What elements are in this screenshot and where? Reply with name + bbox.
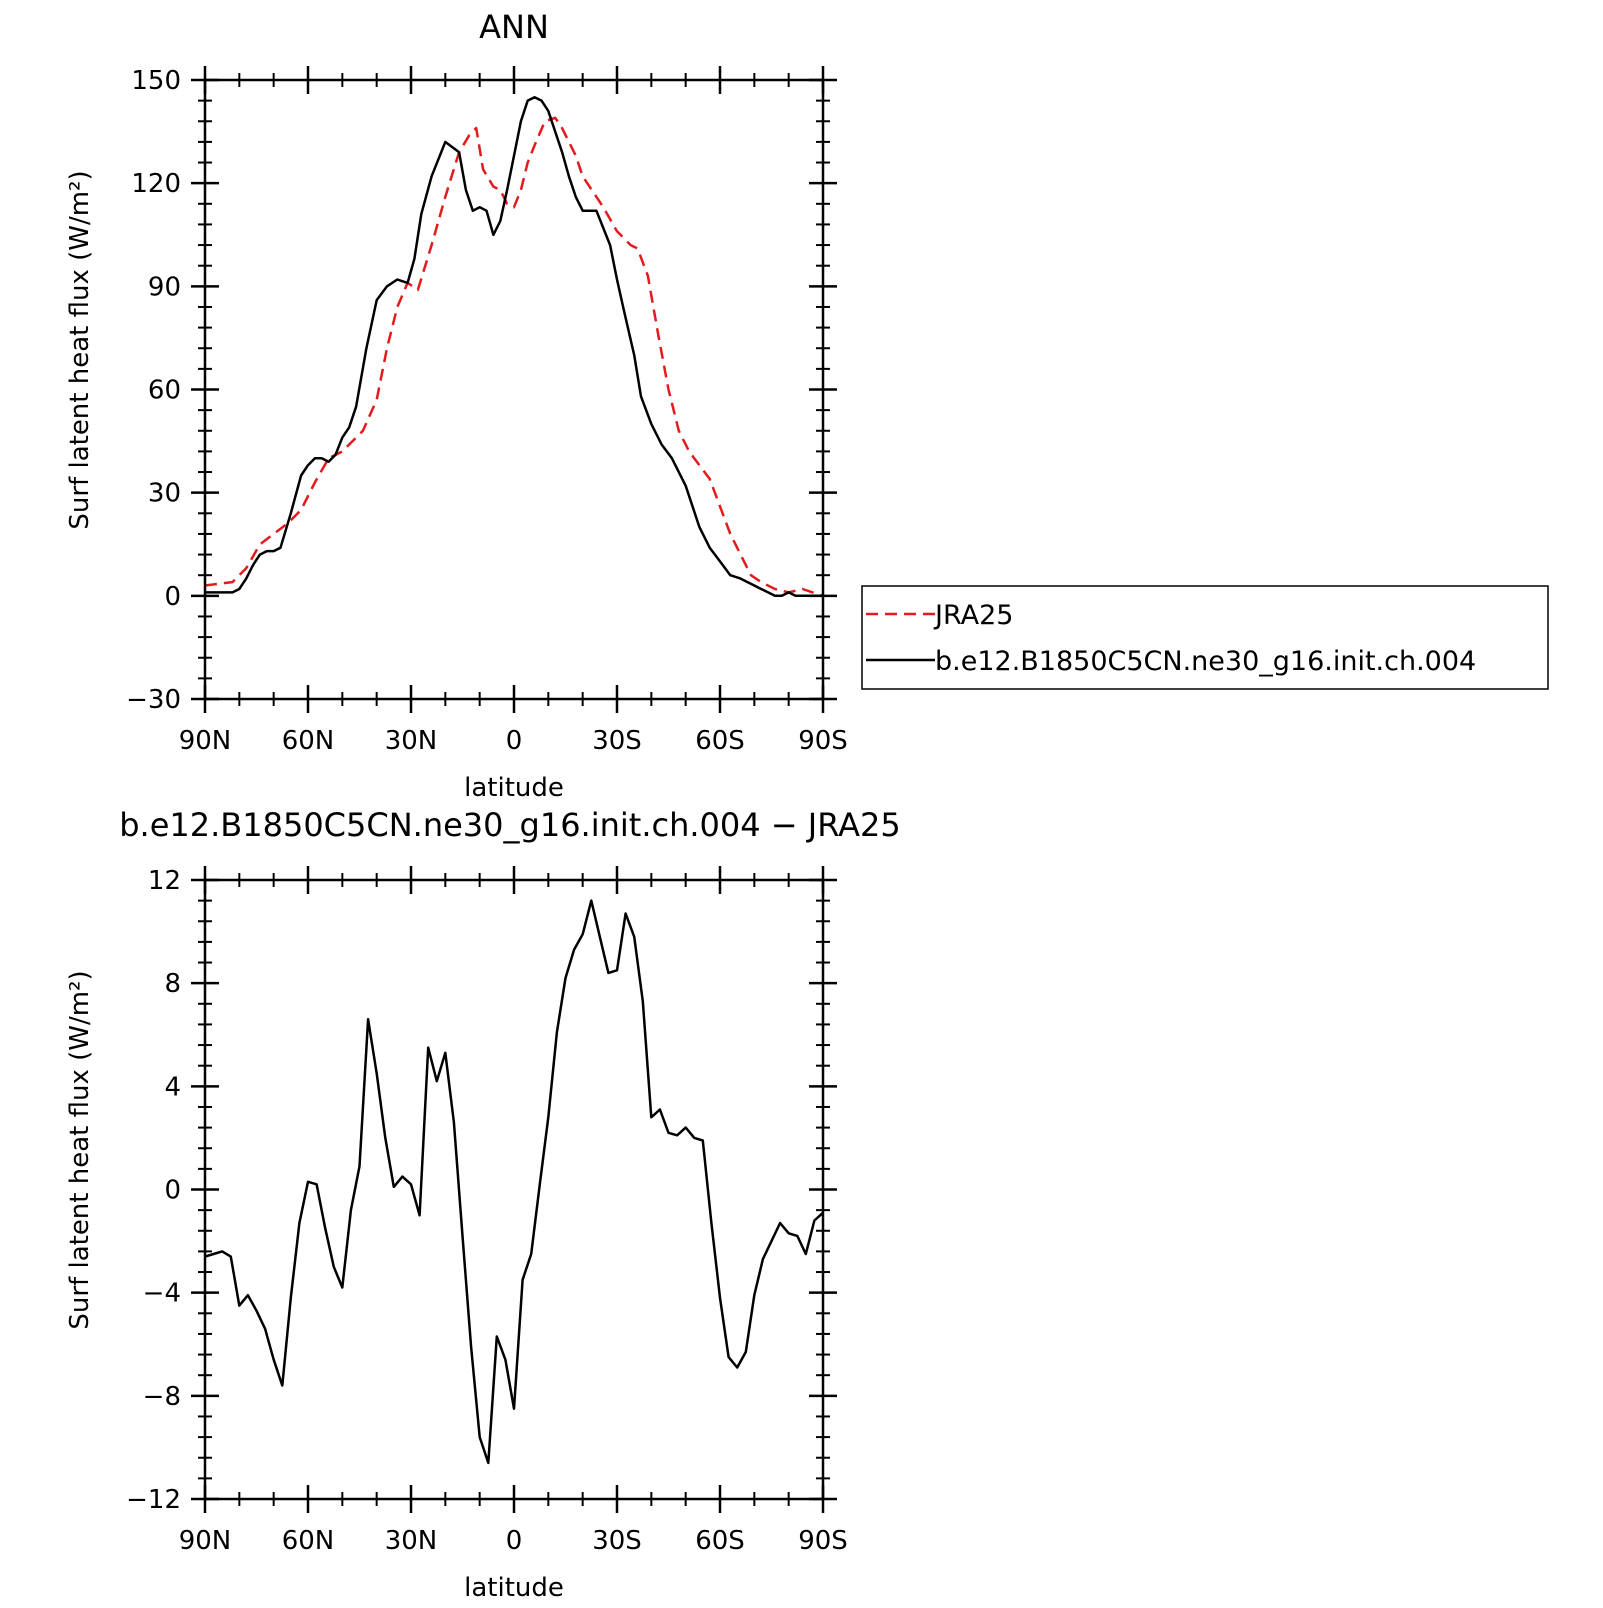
panel2-y-tick-labels: −12 −8 −4 0 4 8 12 [126,866,181,1515]
y-tick-label: 90 [148,272,181,302]
panel-annual-mean: ANN Surf latent heat flux (W/m²) latitud… [65,8,1549,803]
x-tick-label: 90N [179,1526,232,1556]
x-tick-label: 30N [385,726,438,756]
panel2-y-axis-label: Surf latent heat flux (W/m²) [65,970,95,1329]
x-tick-label: 0 [506,726,523,756]
x-tick-label: 60N [282,726,335,756]
legend-label-model: b.e12.B1850C5CN.ne30_g16.init.ch.004 [935,646,1476,677]
x-tick-label: 90S [798,726,848,756]
panel2-x-axis-label: latitude [464,1573,564,1603]
panel1-plot-frame [203,78,825,701]
x-tick-label: 90N [179,726,232,756]
legend: JRA25 b.e12.B1850C5CN.ne30_g16.init.ch.0… [861,585,1549,690]
legend-label-jra25: JRA25 [933,600,1013,631]
panel-difference: b.e12.B1850C5CN.ne30_g16.init.ch.004 − J… [65,806,901,1603]
x-tick-label: 60N [282,1526,335,1556]
y-tick-label: 150 [131,66,181,96]
y-tick-label: 12 [148,866,181,896]
panel1-title: ANN [479,8,549,46]
series-line-jra25 [204,116,824,597]
y-tick-label: −8 [143,1382,181,1412]
y-tick-label: 0 [164,582,181,612]
x-tick-label: 30S [592,726,642,756]
panel2-ticks [191,866,837,1513]
x-tick-label: 60S [695,1526,745,1556]
panel2-series-lines [204,899,824,1465]
y-tick-label: 8 [164,969,181,999]
panel2-plot-frame [203,878,825,1501]
panel1-x-tick-labels: 90N 60N 30N 0 30S 60S 90S [179,726,848,756]
panel1-ticks [191,66,837,713]
y-tick-label: 30 [148,479,181,509]
y-tick-label: 0 [164,1176,181,1206]
y-tick-label: 4 [164,1072,181,1102]
panel2-x-tick-labels: 90N 60N 30N 0 30S 60S 90S [179,1526,848,1556]
y-tick-label: −4 [143,1279,181,1309]
series-line-difference [204,899,824,1465]
x-tick-label: 60S [695,726,745,756]
x-tick-label: 30N [385,1526,438,1556]
legend-box [861,585,1549,690]
x-tick-label: 90S [798,1526,848,1556]
panel1-y-tick-labels: −30 0 30 60 90 120 150 [126,66,181,715]
panel1-x-axis-label: latitude [464,773,564,803]
panel2-title: b.e12.B1850C5CN.ne30_g16.init.ch.004 − J… [119,806,901,844]
x-tick-label: 30S [592,1526,642,1556]
x-tick-label: 0 [506,1526,523,1556]
y-tick-label: 120 [131,169,181,199]
panel1-y-axis-label: Surf latent heat flux (W/m²) [65,170,95,529]
y-tick-label: 60 [148,376,181,406]
y-tick-label: −12 [126,1485,181,1515]
panel1-series-lines [204,95,824,598]
series-line-model [205,95,823,598]
y-tick-label: −30 [126,685,181,715]
